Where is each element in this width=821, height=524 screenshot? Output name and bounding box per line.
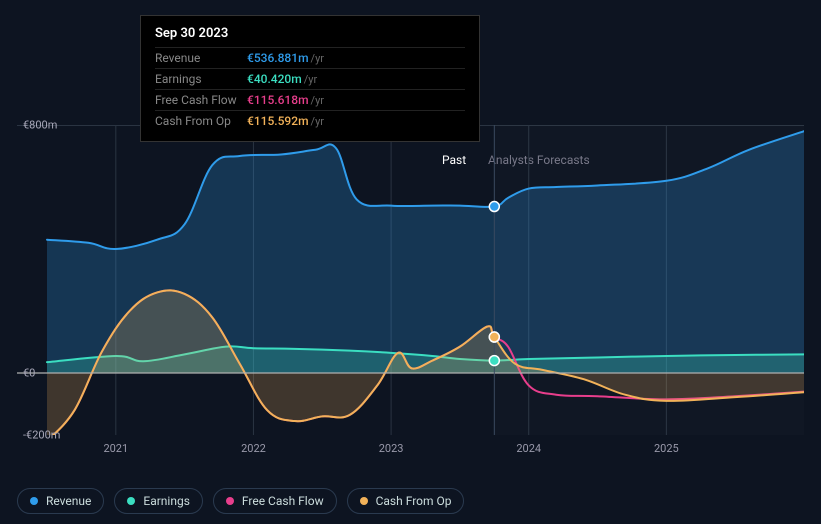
tooltip-metric-label: Revenue <box>155 51 247 65</box>
legend-item-cash-from-op[interactable]: Cash From Op <box>347 488 465 514</box>
x-axis-tick: 2022 <box>241 442 266 455</box>
legend-item-revenue[interactable]: Revenue <box>17 488 104 514</box>
tooltip-metric-unit: /yr <box>311 94 324 107</box>
tooltip-metric-value: €536.881m <box>247 51 309 65</box>
legend-swatch <box>226 497 234 505</box>
legend-swatch <box>127 497 135 505</box>
legend-label: Cash From Op <box>376 494 452 508</box>
financial-chart-container: Sep 30 2023 Revenue€536.881m/yrEarnings€… <box>0 0 821 524</box>
tooltip-metric-unit: /yr <box>311 52 324 65</box>
tooltip-metric-label: Cash From Op <box>155 114 247 128</box>
legend-item-earnings[interactable]: Earnings <box>114 488 203 514</box>
y-axis-tick: -€200m <box>23 429 77 442</box>
tooltip-row: Revenue€536.881m/yr <box>155 47 465 68</box>
chart-tooltip: Sep 30 2023 Revenue€536.881m/yrEarnings€… <box>140 15 480 142</box>
x-axis-tick: 2021 <box>103 442 128 455</box>
chart-svg <box>17 125 804 435</box>
legend-swatch <box>360 497 368 505</box>
y-axis-tick: €800m <box>23 119 77 132</box>
tooltip-metric-value: €115.618m <box>247 93 309 107</box>
tooltip-metric-value: €115.592m <box>247 114 309 128</box>
x-axis-tick: 2023 <box>379 442 404 455</box>
x-axis-tick: 2024 <box>516 442 541 455</box>
tooltip-date: Sep 30 2023 <box>155 26 465 41</box>
tooltip-metric-label: Earnings <box>155 72 247 86</box>
tooltip-metric-unit: /yr <box>311 115 324 128</box>
tooltip-row: Earnings€40.420m/yr <box>155 68 465 89</box>
legend-swatch <box>30 497 38 505</box>
x-axis-labels: 2021 2022 2023 2024 2025 <box>17 442 804 462</box>
y-axis-tick: €0 <box>23 367 77 380</box>
legend-label: Revenue <box>46 494 91 508</box>
tooltip-row: Free Cash Flow€115.618m/yr <box>155 89 465 110</box>
legend-label: Free Cash Flow <box>242 494 324 508</box>
legend-item-free-cash-flow[interactable]: Free Cash Flow <box>213 488 337 514</box>
tooltip-row: Cash From Op€115.592m/yr <box>155 110 465 131</box>
tooltip-metric-value: €40.420m <box>247 72 302 86</box>
tooltip-metric-unit: /yr <box>304 73 317 86</box>
x-axis-tick: 2025 <box>654 442 679 455</box>
tooltip-metric-label: Free Cash Flow <box>155 93 247 107</box>
chart-legend: Revenue Earnings Free Cash Flow Cash From O… <box>17 488 464 514</box>
legend-label: Earnings <box>143 494 190 508</box>
chart-plot-area[interactable]: €800m€0-€200m <box>17 125 804 435</box>
